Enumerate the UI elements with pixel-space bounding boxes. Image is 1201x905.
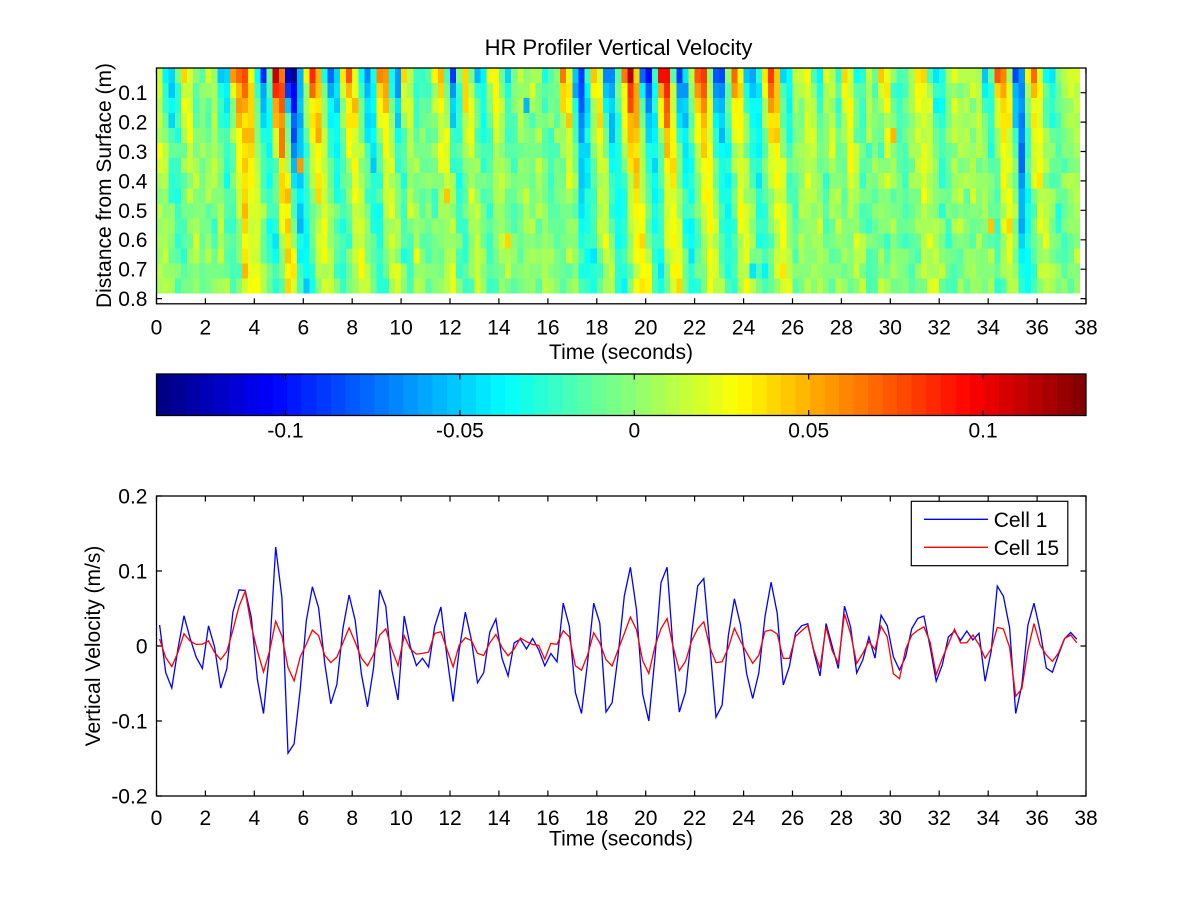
svg-text:0.1: 0.1 <box>118 561 147 584</box>
svg-text:28: 28 <box>830 317 853 340</box>
svg-text:HR Profiler Vertical Velocity: HR Profiler Vertical Velocity <box>485 35 753 60</box>
svg-text:4: 4 <box>248 317 260 340</box>
svg-text:22: 22 <box>683 317 706 340</box>
svg-text:20: 20 <box>634 807 657 830</box>
svg-text:0: 0 <box>151 317 163 340</box>
svg-text:0: 0 <box>628 420 640 443</box>
svg-text:0.6: 0.6 <box>118 229 147 252</box>
svg-text:0: 0 <box>136 636 148 659</box>
svg-text:30: 30 <box>879 807 902 830</box>
svg-text:-0.1: -0.1 <box>111 711 147 734</box>
svg-text:16: 16 <box>536 317 559 340</box>
svg-text:34: 34 <box>977 807 1001 830</box>
svg-text:Cell 15: Cell 15 <box>994 537 1059 560</box>
svg-text:-0.1: -0.1 <box>267 420 303 443</box>
svg-text:0.05: 0.05 <box>788 420 829 443</box>
svg-text:0.5: 0.5 <box>118 200 147 223</box>
svg-text:0.4: 0.4 <box>118 170 148 193</box>
svg-text:Time (seconds): Time (seconds) <box>549 341 693 364</box>
svg-text:38: 38 <box>1074 807 1097 830</box>
svg-text:22: 22 <box>683 807 706 830</box>
svg-text:30: 30 <box>879 317 902 340</box>
svg-text:20: 20 <box>634 317 657 340</box>
svg-text:0.7: 0.7 <box>118 259 147 282</box>
svg-text:12: 12 <box>438 317 461 340</box>
svg-text:0.3: 0.3 <box>118 141 147 164</box>
svg-text:0: 0 <box>151 807 163 830</box>
svg-text:18: 18 <box>585 807 608 830</box>
svg-text:32: 32 <box>928 807 951 830</box>
svg-text:26: 26 <box>781 807 804 830</box>
svg-text:2: 2 <box>200 807 212 830</box>
svg-text:34: 34 <box>977 317 1001 340</box>
svg-text:18: 18 <box>585 317 608 340</box>
svg-text:10: 10 <box>389 317 412 340</box>
svg-text:-0.2: -0.2 <box>111 786 147 809</box>
svg-text:14: 14 <box>487 317 511 340</box>
svg-text:24: 24 <box>732 807 756 830</box>
svg-text:24: 24 <box>732 317 756 340</box>
svg-text:0.2: 0.2 <box>118 486 147 509</box>
svg-text:8: 8 <box>346 317 358 340</box>
svg-text:26: 26 <box>781 317 804 340</box>
svg-text:0.2: 0.2 <box>118 112 147 135</box>
svg-text:12: 12 <box>438 807 461 830</box>
svg-text:0.1: 0.1 <box>968 420 997 443</box>
svg-text:10: 10 <box>389 807 412 830</box>
svg-text:Time (seconds): Time (seconds) <box>549 828 693 851</box>
svg-text:6: 6 <box>297 317 309 340</box>
svg-text:0.1: 0.1 <box>118 82 147 105</box>
svg-text:28: 28 <box>830 807 853 830</box>
svg-text:Cell 1: Cell 1 <box>994 509 1048 532</box>
svg-text:Vertical Velocity (m/s): Vertical Velocity (m/s) <box>82 546 105 747</box>
svg-text:6: 6 <box>297 807 309 830</box>
svg-text:36: 36 <box>1025 317 1048 340</box>
svg-text:16: 16 <box>536 807 559 830</box>
svg-text:14: 14 <box>487 807 511 830</box>
svg-text:-0.05: -0.05 <box>436 420 484 443</box>
svg-text:36: 36 <box>1025 807 1048 830</box>
svg-text:8: 8 <box>346 807 358 830</box>
svg-text:32: 32 <box>928 317 951 340</box>
svg-text:4: 4 <box>248 807 260 830</box>
svg-text:2: 2 <box>200 317 212 340</box>
svg-text:Distance from Surface (m): Distance from Surface (m) <box>93 63 116 308</box>
svg-text:0.8: 0.8 <box>118 288 147 311</box>
svg-text:38: 38 <box>1074 317 1097 340</box>
